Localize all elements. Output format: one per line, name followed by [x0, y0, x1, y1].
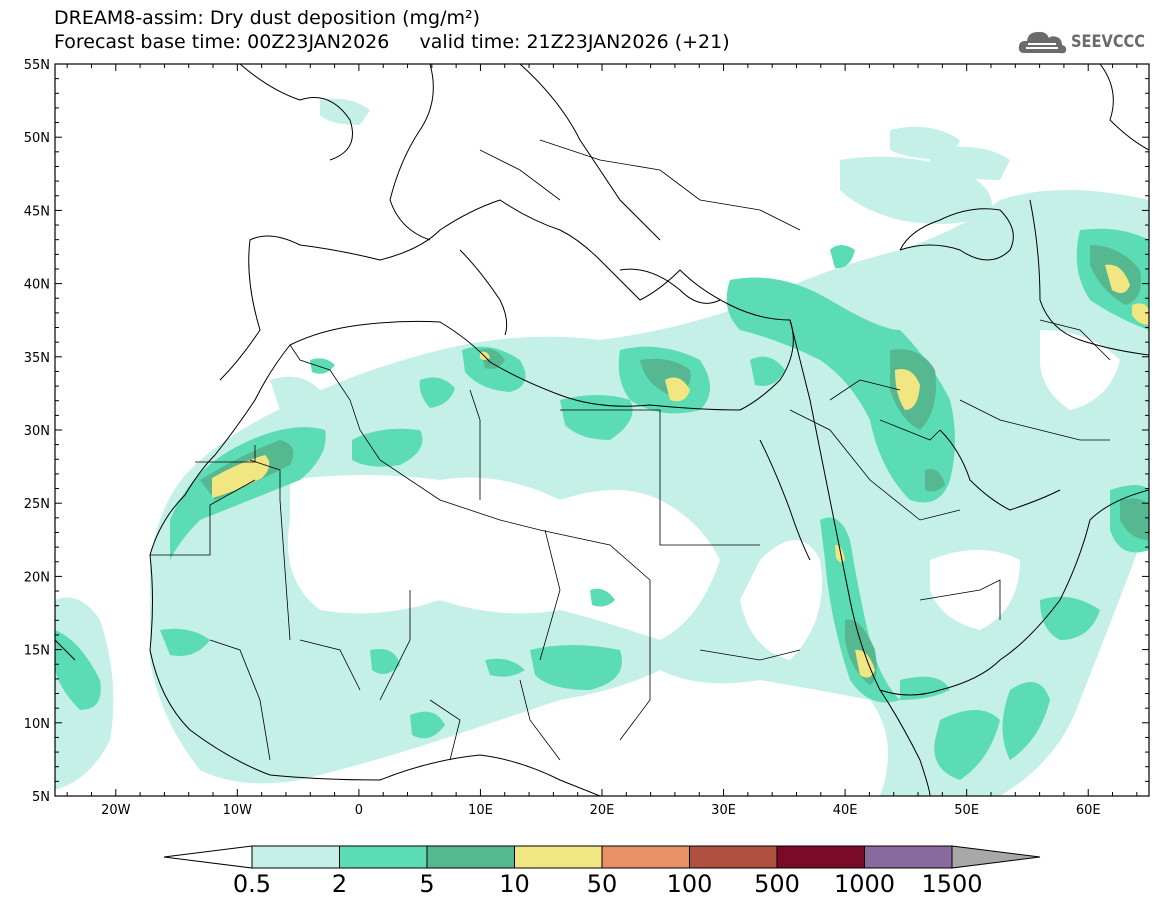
logo-text: SEEVCCC	[1071, 32, 1146, 52]
latitude-label: 15N	[24, 644, 50, 659]
colorbar-label: 500	[754, 870, 800, 898]
longitude-label: 60E	[1076, 803, 1101, 818]
colorbar-over-triangle	[951, 845, 1041, 869]
cloud-logo-icon	[1018, 31, 1067, 54]
colorbar-swatch	[251, 845, 340, 869]
longitude-label: 40E	[833, 803, 858, 818]
colorbar-swatch	[339, 845, 428, 869]
colorbar-label: 100	[667, 870, 713, 898]
dust-level-10	[212, 264, 1149, 678]
dust-field	[55, 98, 1149, 796]
colorbar-swatch	[514, 845, 603, 869]
colorbar-swatch	[864, 845, 953, 869]
longitude-label: 20W	[101, 803, 131, 818]
colorbar-label: 50	[587, 870, 618, 898]
colorbar-label: 1000	[834, 870, 895, 898]
latitude-label: 20N	[24, 570, 50, 585]
latitude-label: 35N	[24, 351, 50, 366]
longitude-label: 50E	[954, 803, 979, 818]
colorbar-swatch	[689, 845, 778, 869]
latitude-label: 50N	[24, 131, 50, 146]
country-borders	[150, 139, 1111, 761]
latitude-axis: 55N 50N 45N 40N 35N 30N 25N 20N 15N 10N 5N	[24, 58, 1149, 805]
map-title: DREAM8-assim: Dry dust deposition (mg/m²…	[54, 7, 481, 29]
colorbar-label: 1500	[921, 870, 982, 898]
longitude-axis: 20W 10W 0 10E 20E 30E 40E 50E 60E	[66, 64, 1138, 818]
longitude-label: 10W	[223, 803, 253, 818]
colorbar: 0.5 2 5 10 50 100 500 1000 1500	[163, 845, 1041, 898]
longitude-label: 0	[355, 803, 363, 818]
latitude-label: 10N	[24, 717, 50, 732]
colorbar-label: 5	[419, 870, 434, 898]
latitude-label: 5N	[32, 790, 50, 805]
colorbar-under-triangle	[163, 845, 253, 869]
colorbar-label: 0.5	[233, 870, 271, 898]
colorbar-label: 2	[332, 870, 347, 898]
latitude-label: 55N	[24, 58, 50, 73]
colorbar-swatch	[426, 845, 515, 869]
latitude-label: 40N	[24, 278, 50, 293]
colorbar-swatch	[601, 845, 690, 869]
latitude-label: 25N	[24, 497, 50, 512]
seevccc-logo: SEEVCCC	[1018, 27, 1157, 57]
colorbar-label: 10	[499, 870, 530, 898]
colorbar-swatch	[776, 845, 865, 869]
latitude-label: 30N	[24, 424, 50, 439]
longitude-label: 20E	[590, 803, 615, 818]
latitude-label: 45N	[24, 204, 50, 219]
longitude-label: 10E	[468, 803, 493, 818]
forecast-time-info: Forecast base time: 00Z23JAN2026 valid t…	[54, 31, 730, 53]
longitude-label: 30E	[711, 803, 736, 818]
